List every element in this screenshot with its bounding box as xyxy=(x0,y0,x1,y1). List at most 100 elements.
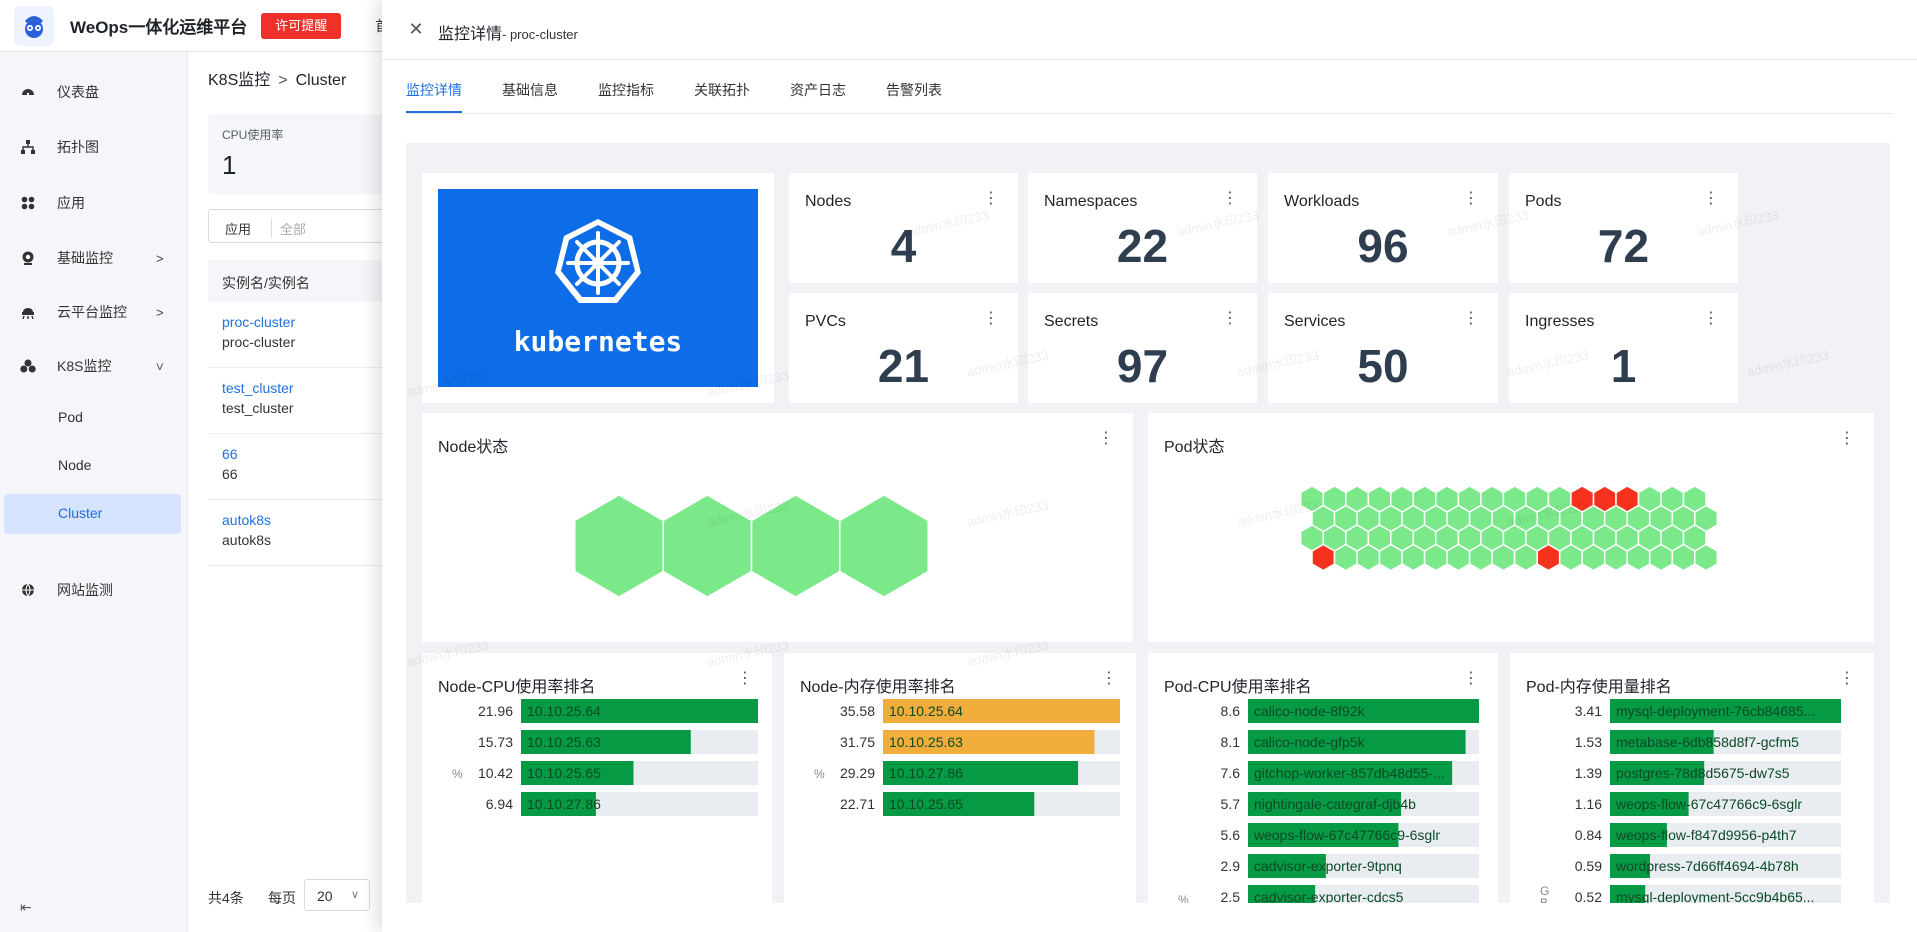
pod-hex[interactable] xyxy=(1333,543,1358,572)
more-options-icon[interactable]: ⋮ xyxy=(1839,430,1855,447)
bar[interactable] xyxy=(1610,699,1841,723)
more-options-icon[interactable]: ⋮ xyxy=(1101,670,1117,687)
detail-tabs: 监控详情 基础信息 监控指标 关联拓扑 资产日志 告警列表 xyxy=(406,60,1894,114)
pod-hex[interactable] xyxy=(1446,543,1471,572)
bar[interactable] xyxy=(883,792,1035,816)
pod-hex[interactable] xyxy=(1468,543,1493,572)
chart-unit: % xyxy=(452,767,463,781)
more-options-icon[interactable]: ⋮ xyxy=(1839,670,1855,687)
bar[interactable] xyxy=(1610,823,1667,847)
pod-hex[interactable] xyxy=(1378,543,1403,572)
filter-key: 应用 xyxy=(225,222,252,237)
more-options-icon[interactable]: ⋮ xyxy=(737,670,753,687)
pod-hex[interactable] xyxy=(1694,543,1719,572)
sidebar-item-cluster[interactable]: Cluster xyxy=(58,505,103,521)
page-size-select[interactable]: 20 ∨ xyxy=(304,879,370,911)
pod-hex[interactable] xyxy=(1401,543,1426,572)
bar-value-label: 10.42 xyxy=(478,765,513,781)
sidebar-item-website-monitor[interactable]: 网站监测 xyxy=(0,570,188,610)
pod-memory-rank-card: Pod-内存使用量排名 ⋮ GB 3.41 mysql-deployment-76… xyxy=(1510,653,1874,903)
more-options-icon[interactable]: ⋮ xyxy=(1463,310,1479,327)
sidebar-item-topology[interactable]: 拓扑图 xyxy=(0,127,188,167)
bar[interactable] xyxy=(883,761,1079,785)
more-options-icon[interactable]: ⋮ xyxy=(983,190,999,207)
stat-label: Pods xyxy=(1525,193,1562,210)
bar[interactable] xyxy=(1248,823,1399,847)
bar-category-label: weops-flow-67c47766c9-6sglr xyxy=(1615,796,1802,812)
breadcrumb-parent[interactable]: K8S监控 xyxy=(208,72,271,89)
bar[interactable] xyxy=(1610,792,1689,816)
pod-hex[interactable] xyxy=(1626,543,1651,572)
instance-link[interactable]: test_cluster xyxy=(222,380,294,396)
bar[interactable] xyxy=(521,699,758,723)
sidebar-item-pod[interactable]: Pod xyxy=(58,409,83,425)
more-options-icon[interactable]: ⋮ xyxy=(1703,310,1719,327)
app-filter-select[interactable]: 应用 全部 xyxy=(208,209,388,243)
pod-hex[interactable] xyxy=(1648,543,1674,572)
sidebar-item-basic-monitor[interactable]: 基础监控 > xyxy=(0,238,188,278)
bar[interactable] xyxy=(1610,761,1705,785)
bar[interactable] xyxy=(1248,792,1402,816)
bar[interactable] xyxy=(521,792,596,816)
pod-hex[interactable] xyxy=(1558,543,1583,572)
close-icon[interactable]: ✕ xyxy=(408,19,424,39)
pod-hex[interactable] xyxy=(1603,543,1628,572)
instance-link[interactable]: 66 xyxy=(222,446,238,462)
bar[interactable] xyxy=(1248,854,1326,878)
node-hex[interactable] xyxy=(574,494,664,598)
pod-hex[interactable] xyxy=(1581,543,1606,572)
chart-title: Node-CPU使用率排名 xyxy=(438,679,596,696)
more-options-icon[interactable]: ⋮ xyxy=(983,310,999,327)
bar[interactable] xyxy=(521,761,634,785)
sidebar-item-apps[interactable]: 应用 xyxy=(0,183,188,223)
sidebar-active-highlight xyxy=(4,494,181,534)
instance-link[interactable]: proc-cluster xyxy=(222,314,296,330)
tab-monitor-metrics[interactable]: 监控指标 xyxy=(598,82,654,98)
bar[interactable] xyxy=(1248,699,1479,723)
bar[interactable] xyxy=(1248,885,1316,903)
pod-hex[interactable] xyxy=(1671,543,1696,572)
stat-label: Ingresses xyxy=(1525,313,1595,330)
more-options-icon[interactable]: ⋮ xyxy=(1222,190,1238,207)
more-options-icon[interactable]: ⋮ xyxy=(1222,310,1238,327)
sidebar-item-cloud-monitor[interactable]: 云平台监控 > xyxy=(0,292,188,332)
sidebar-item-dashboard[interactable]: 仪表盘 xyxy=(0,72,188,112)
bar[interactable] xyxy=(1610,854,1650,878)
sidebar-item-node[interactable]: Node xyxy=(58,457,92,473)
pod-hex-failed[interactable] xyxy=(1536,543,1561,572)
more-options-icon[interactable]: ⋮ xyxy=(1463,670,1479,687)
bar[interactable] xyxy=(1248,761,1453,785)
bar[interactable] xyxy=(883,730,1095,754)
bar[interactable] xyxy=(1610,885,1646,903)
pod-hex[interactable] xyxy=(1491,543,1516,572)
bar[interactable] xyxy=(883,699,1120,723)
license-reminder-button[interactable]: 许可提醒 xyxy=(261,12,342,39)
pod-hex[interactable] xyxy=(1513,543,1538,572)
table-row: test_cluster test_cluster xyxy=(208,368,388,434)
tab-monitor-detail[interactable]: 监控详情 xyxy=(406,82,462,98)
more-options-icon[interactable]: ⋮ xyxy=(1703,190,1719,207)
sidebar-item-k8s-monitor[interactable]: K8S监控 > xyxy=(0,346,188,386)
node-hex[interactable] xyxy=(750,494,841,598)
node-memory-rank-chart: 35.58 10.10.25.64 31.75 10.10.25.63 29.29 10.… xyxy=(840,699,1120,816)
node-hex[interactable] xyxy=(839,494,929,598)
bar[interactable] xyxy=(1248,730,1466,754)
collapse-sidebar-icon[interactable]: ⇤ xyxy=(20,899,32,915)
instance-link[interactable]: autok8s xyxy=(222,512,272,528)
tab-alert-list[interactable]: 告警列表 xyxy=(886,82,942,98)
dashboard-grid: kubernetes Nodes ⋮ 4 Namespaces ⋮ 22 Workloads… xyxy=(406,143,1890,903)
bar-category-label: calico-node-8f92k xyxy=(1254,703,1366,719)
more-options-icon[interactable]: ⋮ xyxy=(1463,190,1479,207)
node-hex[interactable] xyxy=(662,494,753,598)
more-options-icon[interactable]: ⋮ xyxy=(1098,430,1114,447)
bar[interactable] xyxy=(1610,730,1714,754)
bar[interactable] xyxy=(521,730,691,754)
tab-related-topology[interactable]: 关联拓扑 xyxy=(694,82,750,98)
tab-basic-info[interactable]: 基础信息 xyxy=(502,82,558,98)
pod-hex[interactable] xyxy=(1423,543,1448,572)
pod-hex[interactable] xyxy=(1356,543,1381,572)
tab-asset-logs[interactable]: 资产日志 xyxy=(790,82,846,98)
weops-logo[interactable] xyxy=(14,5,54,46)
cloud-icon xyxy=(20,304,36,320)
pod-hex-failed[interactable] xyxy=(1311,543,1336,572)
